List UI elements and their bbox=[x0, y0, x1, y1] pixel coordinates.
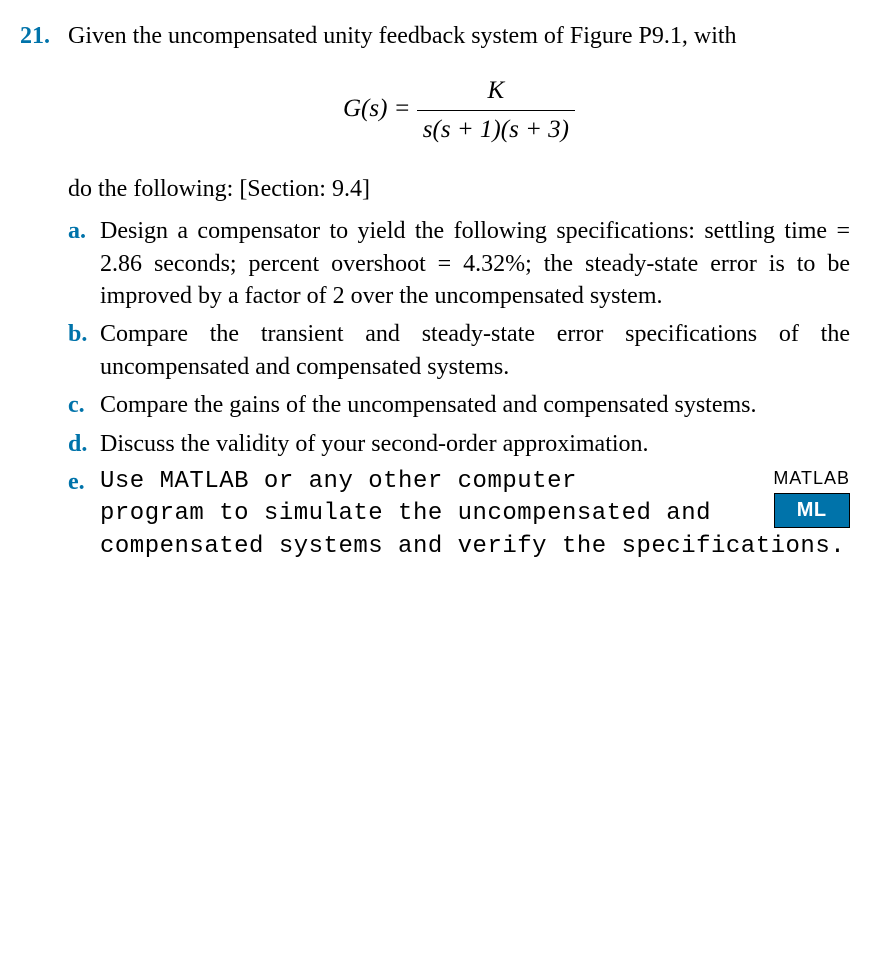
sub-text-e: MATLAB ML Use MATLAB or any other comput… bbox=[100, 466, 850, 563]
item-e-line1: Use MATLAB or any other computer bbox=[100, 468, 577, 495]
matlab-badge-wrap: MATLAB ML bbox=[773, 466, 850, 528]
sub-text: Discuss the validity of your second-orde… bbox=[100, 428, 850, 460]
sub-text: Compare the gains of the uncompensated a… bbox=[100, 389, 850, 421]
sub-label: b. bbox=[68, 318, 100, 350]
sub-item-d: d. Discuss the validity of your second-o… bbox=[68, 428, 850, 460]
sub-label: c. bbox=[68, 389, 100, 421]
matlab-badge: ML bbox=[774, 493, 850, 528]
equation-lhs: G(s) = bbox=[343, 95, 411, 122]
intro-text: Given the uncompensated unity feedback s… bbox=[68, 20, 850, 52]
equation-denominator: s(s + 1)(s + 3) bbox=[417, 111, 575, 147]
sub-item-c: c. Compare the gains of the uncompensate… bbox=[68, 389, 850, 421]
problem-number: 21. bbox=[20, 20, 68, 52]
sub-text: Design a compensator to yield the follow… bbox=[100, 215, 850, 312]
sub-text: Compare the transient and steady-state e… bbox=[100, 318, 850, 383]
sub-label: e. bbox=[68, 466, 100, 498]
equation: G(s) = K s(s + 1)(s + 3) bbox=[68, 74, 850, 147]
item-e-rest: program to simulate the uncompensated an… bbox=[100, 500, 845, 559]
sub-item-e: e. MATLAB ML Use MATLAB or any other com… bbox=[68, 466, 850, 563]
equation-numerator: K bbox=[417, 74, 575, 111]
matlab-label: MATLAB bbox=[773, 466, 850, 490]
problem-21: 21. Given the uncompensated unity feedba… bbox=[20, 20, 850, 569]
sub-item-b: b. Compare the transient and steady-stat… bbox=[68, 318, 850, 383]
equation-fraction: K s(s + 1)(s + 3) bbox=[417, 74, 575, 147]
problem-body: Given the uncompensated unity feedback s… bbox=[68, 20, 850, 569]
sub-label: d. bbox=[68, 428, 100, 460]
sub-label: a. bbox=[68, 215, 100, 247]
sub-intro: do the following: [Section: 9.4] bbox=[68, 173, 850, 205]
sub-item-a: a. Design a compensator to yield the fol… bbox=[68, 215, 850, 312]
